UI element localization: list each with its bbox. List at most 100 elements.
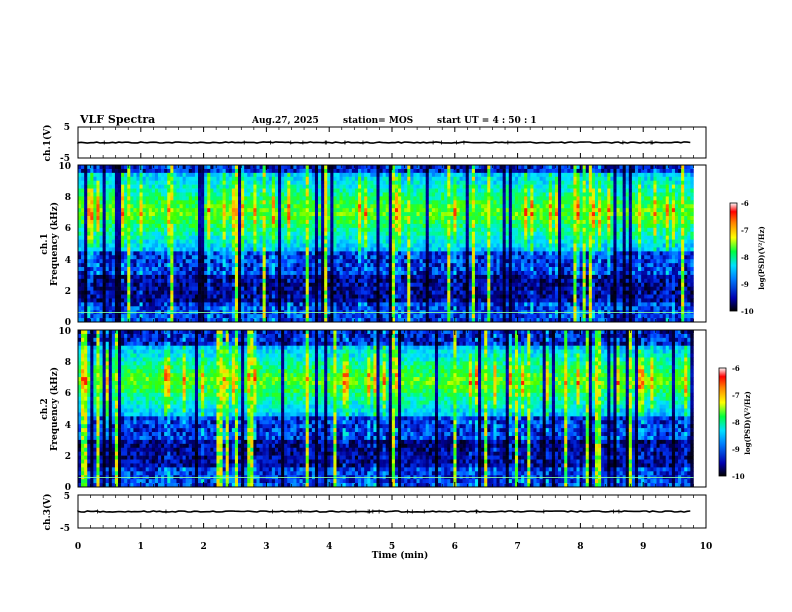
heatmap-cell	[327, 306, 330, 310]
heatmap-cell	[176, 185, 179, 189]
heatmap-cell	[96, 283, 99, 287]
heatmap-cell	[173, 271, 176, 275]
heatmap-cell	[235, 173, 238, 177]
heatmap-cell	[183, 212, 186, 216]
heatmap-cell	[318, 196, 321, 200]
heatmap-cell	[226, 287, 229, 291]
heatmap-cell	[346, 255, 349, 259]
heatmap-cell	[438, 314, 441, 318]
heatmap-cell	[173, 247, 176, 251]
heatmap-cell	[161, 275, 164, 279]
heatmap-cell	[392, 267, 395, 271]
heatmap-cell	[315, 192, 318, 196]
heatmap-cell	[349, 287, 352, 291]
heatmap-cell	[121, 287, 124, 291]
heatmap-cell	[121, 185, 124, 189]
heatmap-cell	[315, 173, 318, 177]
heatmap-cell	[432, 212, 435, 216]
heatmap-cell	[136, 216, 139, 220]
heatmap-cell	[84, 279, 87, 283]
heatmap-cell	[158, 271, 161, 275]
heatmap-cell	[340, 173, 343, 177]
heatmap-cell	[124, 255, 127, 259]
heatmap-cell	[164, 306, 167, 310]
heatmap-cell	[413, 181, 416, 185]
heatmap-cell	[370, 263, 373, 267]
heatmap-cell	[426, 232, 429, 236]
heatmap-cell	[278, 165, 281, 169]
heatmap-cell	[256, 204, 259, 208]
heatmap-cell	[235, 295, 238, 299]
heatmap-cell	[146, 244, 149, 248]
heatmap-cell	[410, 247, 413, 251]
heatmap-cell	[81, 228, 84, 232]
heatmap-cell	[238, 204, 241, 208]
heatmap-cell	[238, 279, 241, 283]
heatmap-cell	[164, 232, 167, 236]
heatmap-cell	[340, 291, 343, 295]
heatmap-cell	[158, 263, 161, 267]
heatmap-cell	[315, 212, 318, 216]
heatmap-cell	[186, 259, 189, 263]
heatmap-cell	[370, 165, 373, 169]
heatmap-cell	[173, 200, 176, 204]
heatmap-cell	[109, 263, 112, 267]
heatmap-cell	[201, 189, 204, 193]
heatmap-cell	[389, 306, 392, 310]
heatmap-cell	[124, 185, 127, 189]
heatmap-cell	[263, 169, 266, 173]
heatmap-cell	[423, 263, 426, 267]
heatmap-cell	[176, 177, 179, 181]
heatmap-cell	[275, 236, 278, 240]
heatmap-cell	[256, 165, 259, 169]
heatmap-cell	[167, 255, 170, 259]
heatmap-cell	[309, 173, 312, 177]
heatmap-cell	[327, 212, 330, 216]
heatmap-cell	[358, 314, 361, 318]
heatmap-cell	[241, 244, 244, 248]
heatmap-cell	[223, 279, 226, 283]
heatmap-cell	[180, 196, 183, 200]
heatmap-cell	[290, 228, 293, 232]
heatmap-cell	[198, 208, 201, 212]
heatmap-cell	[133, 251, 136, 255]
heatmap-cell	[450, 173, 453, 177]
heatmap-cell	[121, 295, 124, 299]
heatmap-cell	[84, 267, 87, 271]
heatmap-cell	[447, 169, 450, 173]
heatmap-cell	[201, 244, 204, 248]
heatmap-cell	[256, 181, 259, 185]
heatmap-cell	[250, 244, 253, 248]
heatmap-cell	[389, 240, 392, 244]
heatmap-cell	[115, 216, 118, 220]
heatmap-cell	[269, 200, 272, 204]
heatmap-cell	[226, 279, 229, 283]
heatmap-cell	[432, 236, 435, 240]
heatmap-cell	[149, 228, 152, 232]
heatmap-cell	[229, 192, 232, 196]
heatmap-cell	[333, 271, 336, 275]
heatmap-cell	[189, 212, 192, 216]
heatmap-cell	[247, 251, 250, 255]
heatmap-cell	[115, 267, 118, 271]
heatmap-cell	[130, 220, 133, 224]
heatmap-cell	[404, 302, 407, 306]
heatmap-cell	[333, 181, 336, 185]
heatmap-cell	[189, 271, 192, 275]
heatmap-cell	[383, 247, 386, 251]
heatmap-cell	[370, 236, 373, 240]
heatmap-cell	[235, 267, 238, 271]
heatmap-cell	[367, 177, 370, 181]
heatmap-cell	[96, 173, 99, 177]
heatmap-cell	[361, 173, 364, 177]
heatmap-cell	[149, 267, 152, 271]
heatmap-cell	[87, 165, 90, 169]
heatmap-cell	[367, 314, 370, 318]
heatmap-cell	[290, 244, 293, 248]
heatmap-cell	[349, 275, 352, 279]
heatmap-cell	[216, 275, 219, 279]
heatmap-cell	[441, 232, 444, 236]
heatmap-cell	[278, 169, 281, 173]
heatmap-cell	[232, 165, 235, 169]
heatmap-cell	[281, 240, 284, 244]
